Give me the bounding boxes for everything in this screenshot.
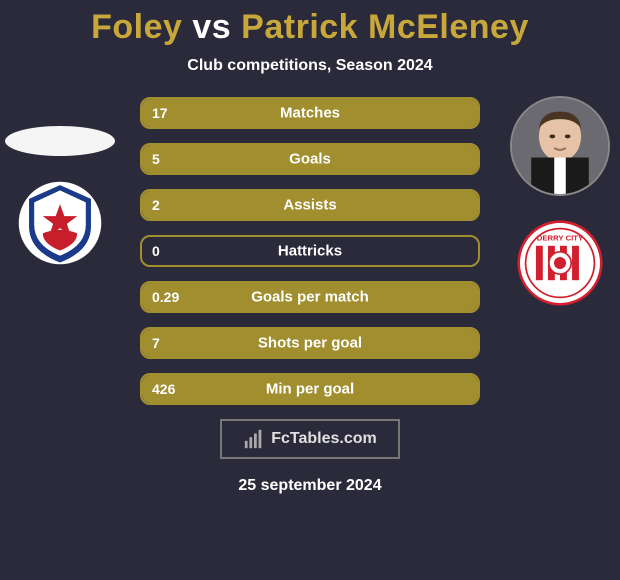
stat-value-left: 7 <box>152 335 160 351</box>
player2-name: Patrick McEleney <box>241 8 529 46</box>
subtitle: Club competitions, Season 2024 <box>0 57 620 75</box>
bar-fill-left <box>142 375 478 403</box>
watermark-text: FcTables.com <box>271 430 377 448</box>
bar-fill-left <box>142 145 478 173</box>
stat-value-left: 0 <box>152 243 160 259</box>
stat-row: 0.29Goals per match <box>140 281 480 313</box>
player1-name: Foley <box>91 8 182 46</box>
stat-row: 0Hattricks <box>140 235 480 267</box>
player2-club-badge: DERRY CITY <box>517 220 603 306</box>
player1-club-badge <box>17 180 103 266</box>
player1-avatar <box>5 126 115 156</box>
chart-bar-icon <box>243 428 265 450</box>
stat-row: 426Min per goal <box>140 373 480 405</box>
stat-label: Hattricks <box>142 243 478 260</box>
stat-value-left: 2 <box>152 197 160 213</box>
watermark: FcTables.com <box>220 419 400 459</box>
vs-separator: vs <box>192 8 231 46</box>
bar-fill-left <box>142 99 478 127</box>
stat-value-left: 17 <box>152 105 168 121</box>
stat-row: 17Matches <box>140 97 480 129</box>
player-right-column: DERRY CITY <box>505 96 615 306</box>
comparison-title: Foley vs Patrick McEleney <box>0 8 620 47</box>
bar-fill-left <box>142 191 478 219</box>
stat-value-left: 426 <box>152 381 175 397</box>
player-left-column <box>5 96 115 266</box>
stat-row: 2Assists <box>140 189 480 221</box>
bar-fill-left <box>142 329 478 357</box>
stat-row: 5Goals <box>140 143 480 175</box>
stat-value-left: 5 <box>152 151 160 167</box>
stat-row: 7Shots per goal <box>140 327 480 359</box>
stat-value-left: 0.29 <box>152 289 179 305</box>
player2-avatar <box>510 96 610 196</box>
svg-text:DERRY CITY: DERRY CITY <box>537 234 584 243</box>
date: 25 september 2024 <box>0 477 620 495</box>
bar-fill-left <box>142 283 478 311</box>
